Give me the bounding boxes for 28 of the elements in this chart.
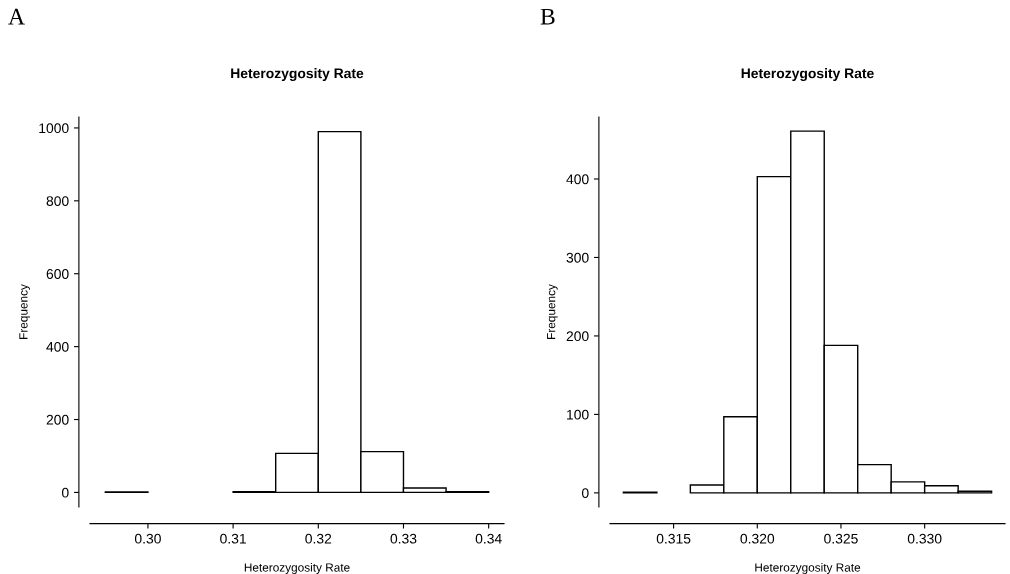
- x-axis-title: Heterozygosity Rate: [244, 563, 350, 574]
- x-tick-label: 0.33: [390, 533, 417, 544]
- x-tick-label: 0.320: [740, 533, 775, 544]
- text: B: [540, 8, 555, 25]
- x-tick-label: 0.325: [824, 533, 858, 544]
- y-tick-label: 0: [61, 487, 69, 498]
- y-tick-label: 100: [567, 409, 589, 420]
- x-tick-label: 0.315: [656, 533, 691, 544]
- y-tick-label: 1000: [39, 123, 69, 134]
- y-axis-title: Frequency: [19, 284, 30, 339]
- y-tick-label: 600: [46, 269, 69, 279]
- text: A: [8, 8, 25, 25]
- y-tick-label: 300: [566, 252, 589, 263]
- x-tick-label: 0.32: [305, 533, 332, 544]
- chart-title: Heterozygosity Rate: [231, 68, 364, 82]
- y-tick-label: 200: [46, 414, 69, 425]
- x-tick-label: 0.30: [134, 533, 161, 544]
- y-tick-label: 200: [566, 331, 589, 342]
- y-tick-label: 0: [581, 488, 589, 499]
- chart-title: Heterozygosity Rate: [741, 68, 874, 82]
- y-tick-label: 400: [566, 174, 589, 185]
- x-tick-label: 0.31: [220, 533, 246, 544]
- y-tick-label: 400: [46, 341, 69, 352]
- x-tick-label: 0.34: [475, 533, 502, 544]
- y-tick-label: 800: [46, 196, 69, 206]
- x-tick-label: 0.330: [907, 533, 942, 544]
- y-axis-title: Frequency: [547, 284, 558, 339]
- x-axis-title: Heterozygosity Rate: [755, 563, 861, 574]
